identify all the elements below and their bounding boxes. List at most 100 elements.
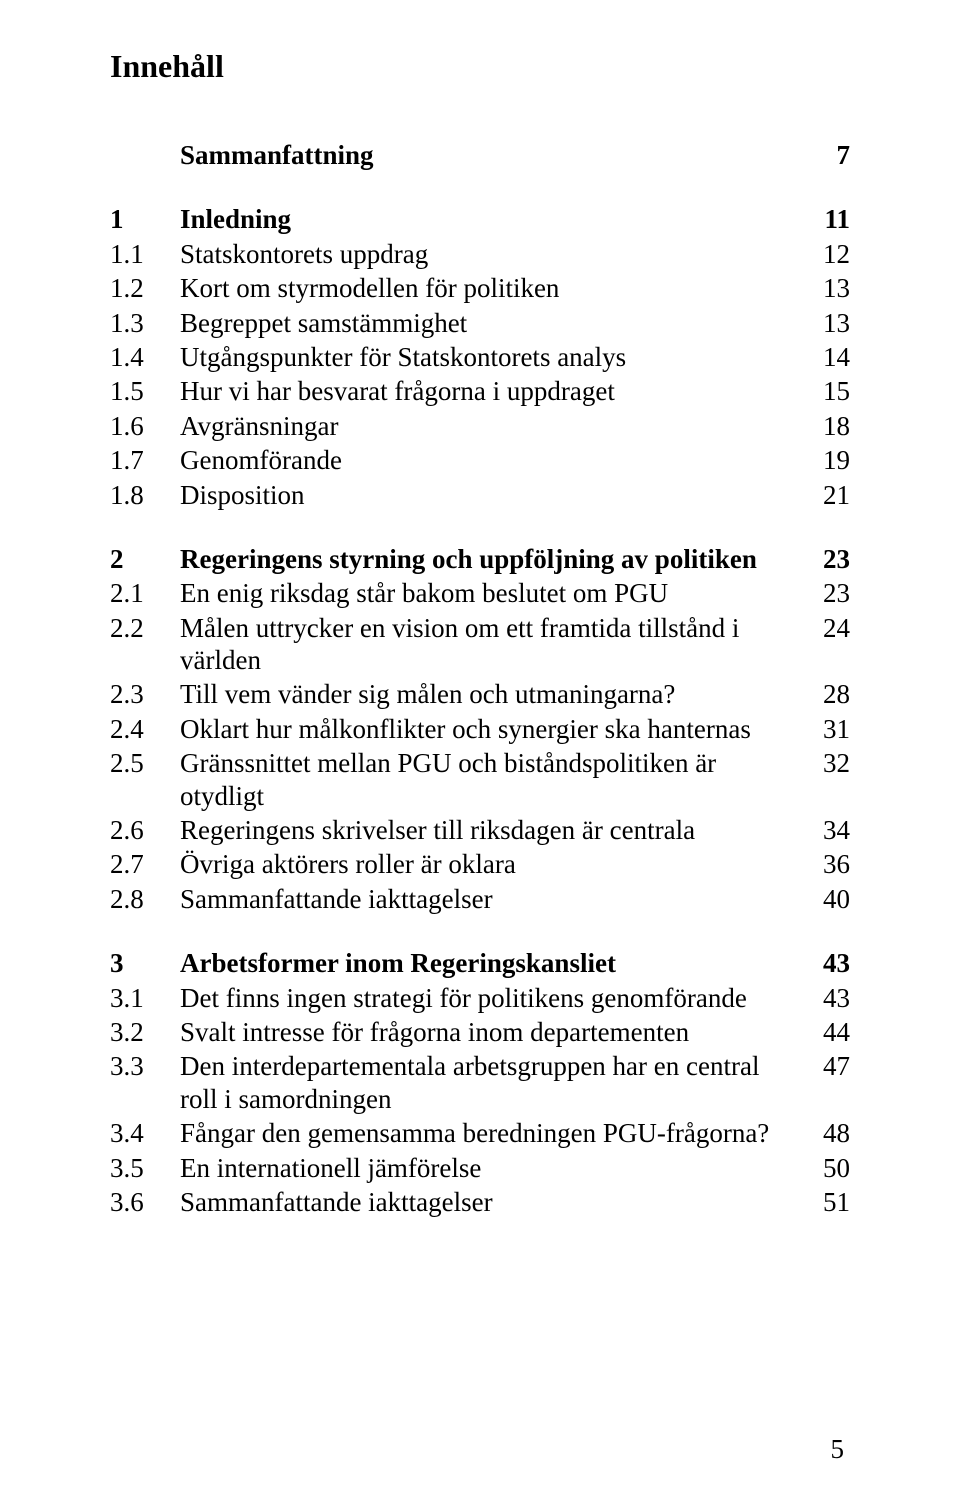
toc-page: 47 — [806, 1050, 850, 1082]
table-of-contents: Sammanfattning7 1Inledning11 1.1Statskonto… — [110, 139, 850, 1220]
toc-label: Sammanfattning — [180, 139, 806, 171]
toc-number: 1.4 — [110, 341, 180, 373]
toc-page: 36 — [806, 848, 850, 880]
toc-number: 2.8 — [110, 883, 180, 915]
section-gap — [110, 513, 850, 543]
toc-page: 13 — [806, 272, 850, 304]
toc-page: 31 — [806, 713, 850, 745]
toc-label: Oklart hur målkonflikter och synergier s… — [180, 713, 806, 745]
toc-row: 2.3Till vem vänder sig målen och utmanin… — [110, 678, 850, 710]
toc-label: Statskontorets uppdrag — [180, 238, 806, 270]
toc-row: 1.6Avgränsningar18 — [110, 410, 850, 442]
toc-page: 48 — [806, 1117, 850, 1149]
toc-number: 2.7 — [110, 848, 180, 880]
toc-row: 2.7Övriga aktörers roller är oklara36 — [110, 848, 850, 880]
toc-label: Den interdepartementala arbetsgruppen ha… — [180, 1050, 806, 1115]
toc-number: 1 — [110, 203, 180, 235]
toc-number: 3.4 — [110, 1117, 180, 1149]
toc-number: 1.8 — [110, 479, 180, 511]
toc-label: Kort om styrmodellen för politiken — [180, 272, 806, 304]
toc-row: 1.7Genomförande19 — [110, 444, 850, 476]
toc-row: 1.3Begreppet samstämmighet13 — [110, 307, 850, 339]
toc-number: 1.5 — [110, 375, 180, 407]
toc-row: 2.1En enig riksdag står bakom beslutet o… — [110, 577, 850, 609]
toc-number: 2.5 — [110, 747, 180, 779]
toc-row: 3.3Den interdepartementala arbetsgruppen… — [110, 1050, 850, 1115]
toc-number: 3.1 — [110, 982, 180, 1014]
toc-page: 50 — [806, 1152, 850, 1184]
section-gap — [110, 173, 850, 203]
toc-number: 3 — [110, 947, 180, 979]
toc-label: Övriga aktörers roller är oklara — [180, 848, 806, 880]
toc-number: 3.5 — [110, 1152, 180, 1184]
toc-label: Svalt intresse för frågorna inom departe… — [180, 1016, 806, 1048]
toc-label: Fångar den gemensamma beredningen PGU-fr… — [180, 1117, 806, 1149]
toc-number: 1.2 — [110, 272, 180, 304]
page-number: 5 — [831, 1434, 845, 1465]
toc-label: Det finns ingen strategi för politikens … — [180, 982, 806, 1014]
toc-page: 23 — [806, 543, 850, 575]
toc-row: 2.8Sammanfattande iakttagelser40 — [110, 883, 850, 915]
toc-page: 14 — [806, 341, 850, 373]
row-gap — [110, 1218, 850, 1220]
toc-page: 18 — [806, 410, 850, 442]
toc-page: 21 — [806, 479, 850, 511]
toc-number: 2.6 — [110, 814, 180, 846]
toc-label: Regeringens skrivelser till riksdagen är… — [180, 814, 806, 846]
toc-row: 2.6Regeringens skrivelser till riksdagen… — [110, 814, 850, 846]
toc-row: 3.4Fångar den gemensamma beredningen PGU… — [110, 1117, 850, 1149]
toc-page: 43 — [806, 947, 850, 979]
toc-page: 15 — [806, 375, 850, 407]
toc-row: 2.4Oklart hur målkonflikter och synergie… — [110, 713, 850, 745]
toc-label: En internationell jämförelse — [180, 1152, 806, 1184]
toc-number: 1.3 — [110, 307, 180, 339]
toc-number: 2.4 — [110, 713, 180, 745]
toc-row: 3Arbetsformer inom Regeringskansliet43 — [110, 947, 850, 979]
toc-label: En enig riksdag står bakom beslutet om P… — [180, 577, 806, 609]
toc-row: 3.2Svalt intresse för frågorna inom depa… — [110, 1016, 850, 1048]
toc-page: 7 — [806, 139, 850, 171]
toc-row: 1.2Kort om styrmodellen för politiken13 — [110, 272, 850, 304]
toc-label: Genomförande — [180, 444, 806, 476]
toc-label: Inledning — [180, 203, 806, 235]
toc-number: 1.7 — [110, 444, 180, 476]
toc-label: Utgångspunkter för Statskontorets analys — [180, 341, 806, 373]
toc-number: 3.6 — [110, 1186, 180, 1218]
toc-number: 3.2 — [110, 1016, 180, 1048]
toc-page: 12 — [806, 238, 850, 270]
toc-number: 1.6 — [110, 410, 180, 442]
toc-row: 1.4Utgångspunkter för Statskontorets ana… — [110, 341, 850, 373]
toc-number: 1.1 — [110, 238, 180, 270]
toc-row: 1.8Disposition21 — [110, 479, 850, 511]
toc-row: 2Regeringens styrning och uppföljning av… — [110, 543, 850, 575]
toc-number: 2 — [110, 543, 180, 575]
toc-label: Gränssnittet mellan PGU och biståndspoli… — [180, 747, 806, 812]
toc-label: Arbetsformer inom Regeringskansliet — [180, 947, 806, 979]
toc-number: 2.1 — [110, 577, 180, 609]
toc-page: 19 — [806, 444, 850, 476]
toc-label: Hur vi har besvarat frågorna i uppdraget — [180, 375, 806, 407]
toc-number: 3.3 — [110, 1050, 180, 1082]
document-page: Innehåll Sammanfattning71Inledning111.1S… — [0, 0, 960, 1501]
toc-page: 24 — [806, 612, 850, 644]
toc-page: 43 — [806, 982, 850, 1014]
toc-number: 2.3 — [110, 678, 180, 710]
toc-page: 32 — [806, 747, 850, 779]
toc-row: 1.5Hur vi har besvarat frågorna i uppdra… — [110, 375, 850, 407]
toc-label: Målen uttrycker en vision om ett framtid… — [180, 612, 806, 677]
toc-page: 40 — [806, 883, 850, 915]
toc-page: 51 — [806, 1186, 850, 1218]
toc-page: 28 — [806, 678, 850, 710]
toc-label: Avgränsningar — [180, 410, 806, 442]
toc-label: Regeringens styrning och uppföljning av … — [180, 543, 806, 575]
toc-label: Begreppet samstämmighet — [180, 307, 806, 339]
toc-row: 3.1Det finns ingen strategi för politike… — [110, 982, 850, 1014]
toc-label: Disposition — [180, 479, 806, 511]
toc-label: Sammanfattande iakttagelser — [180, 1186, 806, 1218]
toc-page: 13 — [806, 307, 850, 339]
toc-row: 2.5Gränssnittet mellan PGU och biståndsp… — [110, 747, 850, 812]
toc-page: 11 — [806, 203, 850, 235]
toc-label: Sammanfattande iakttagelser — [180, 883, 806, 915]
toc-label: Till vem vänder sig målen och utmaningar… — [180, 678, 806, 710]
toc-row: 3.5En internationell jämförelse50 — [110, 1152, 850, 1184]
